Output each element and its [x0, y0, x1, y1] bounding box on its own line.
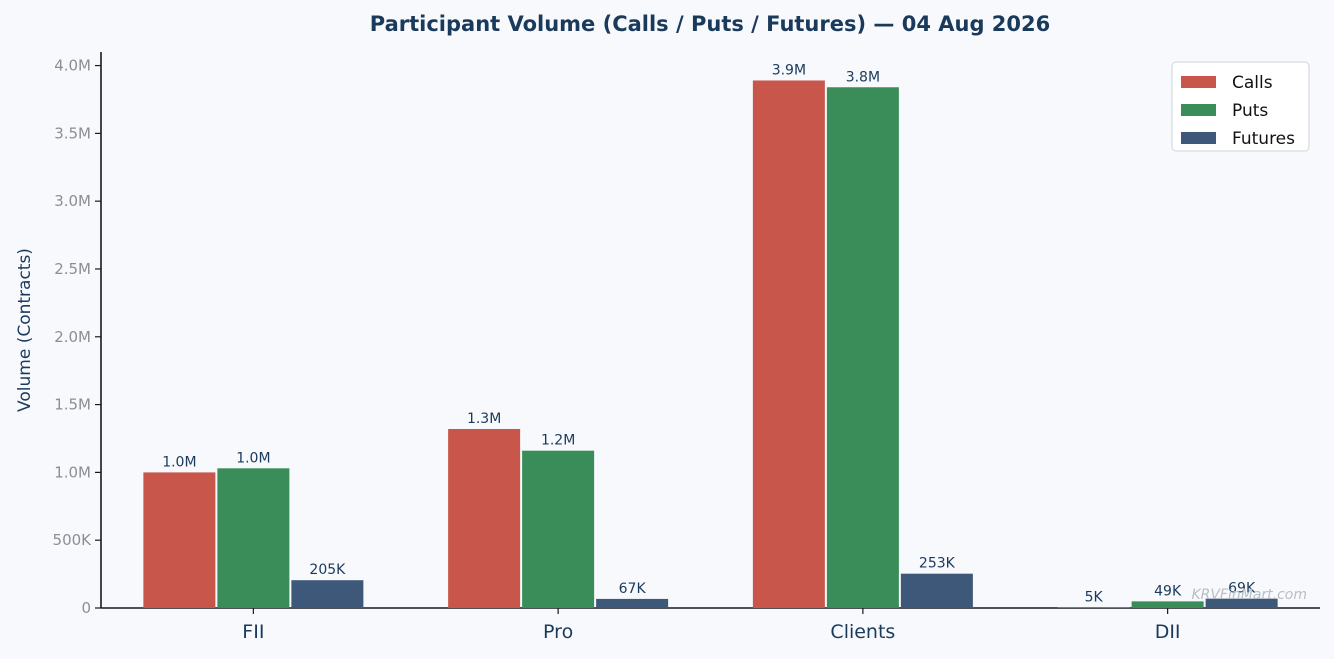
- data-label: 49K: [1154, 583, 1182, 599]
- bar-calls-dii: [1057, 607, 1130, 608]
- data-label: 1.2M: [541, 433, 575, 449]
- plot-area: 0 500K 1.0M 1.5M 2.0M 2.5M 3.0M 3.5M 4.0M 1.0M 1.0…: [53, 52, 1320, 643]
- data-label: 253K: [919, 556, 956, 572]
- bar-futures-clients: [900, 573, 973, 608]
- legend-swatch-futures: [1181, 132, 1216, 144]
- bar-futures-fii: [291, 580, 364, 608]
- data-label: 5K: [1085, 589, 1104, 605]
- data-label: 1.3M: [467, 411, 501, 427]
- data-label: 67K: [619, 581, 647, 597]
- y-axis-label: Volume (Contracts): [15, 248, 35, 412]
- data-label: 3.8M: [846, 69, 880, 85]
- data-label: 1.0M: [236, 450, 270, 466]
- data-label: 205K: [309, 562, 346, 578]
- y-tick-label: 3.5M: [54, 124, 91, 142]
- bar-futures-dii: [1205, 598, 1278, 608]
- y-tick-label: 500K: [53, 531, 93, 549]
- legend-swatch-calls: [1181, 76, 1216, 88]
- x-tick-label: FII: [242, 621, 264, 643]
- bar-puts-pro: [522, 450, 595, 608]
- bar-puts-fii: [217, 468, 290, 608]
- y-tick-label: 2.0M: [54, 328, 91, 346]
- y-tick-label: 3.0M: [54, 192, 91, 210]
- data-label: 69K: [1228, 581, 1256, 597]
- watermark: KRVFinMart.com: [1191, 587, 1307, 603]
- legend-swatch-puts: [1181, 104, 1216, 116]
- legend-label-futures: Futures: [1232, 129, 1295, 149]
- y-tick-label: 4.0M: [54, 57, 91, 75]
- y-tick-label: 1.5M: [54, 396, 91, 414]
- bar-futures-pro: [596, 598, 669, 608]
- data-label: 1.0M: [162, 454, 196, 470]
- bar-calls-pro: [448, 428, 521, 608]
- x-tick-label: Pro: [543, 621, 573, 643]
- x-tick-label: DII: [1155, 621, 1181, 643]
- y-tick-label: 1.0M: [54, 463, 91, 481]
- x-tick-label: Clients: [830, 621, 895, 643]
- legend-label-calls: Calls: [1232, 73, 1273, 93]
- bar-puts-clients: [826, 87, 899, 608]
- legend-label-puts: Puts: [1232, 101, 1268, 121]
- bar-puts-dii: [1131, 601, 1204, 608]
- y-tick-label: 0: [81, 599, 91, 617]
- chart-title: Participant Volume (Calls / Puts / Futur…: [370, 12, 1050, 36]
- y-tick-label: 2.5M: [54, 260, 91, 278]
- data-label: 3.9M: [772, 62, 806, 78]
- bar-calls-clients: [752, 80, 825, 609]
- bar-calls-fii: [143, 472, 216, 608]
